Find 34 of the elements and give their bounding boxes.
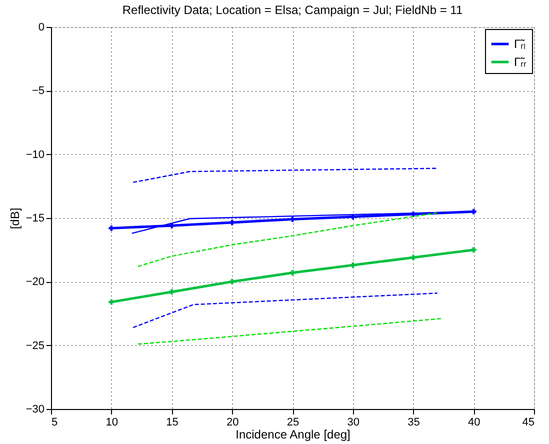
point <box>169 222 174 228</box>
x-tick-label: 25 <box>286 416 300 428</box>
y-tick-label: −25 <box>26 340 44 352</box>
point <box>108 225 114 231</box>
legend-label: Γ̃ᵣₗ <box>514 37 526 51</box>
point <box>229 278 235 284</box>
y-tick-label: 0 <box>38 22 44 34</box>
y-tick-label: −10 <box>26 148 44 161</box>
x-tick-label: 10 <box>106 416 118 428</box>
x-tick-label: 45 <box>522 416 534 428</box>
point <box>290 270 296 276</box>
x-tick-label: 35 <box>408 416 420 428</box>
x-tick-label: 30 <box>347 416 360 428</box>
line-series <box>137 212 438 267</box>
y-tick-label: −30 <box>26 404 44 416</box>
point <box>470 247 476 253</box>
point <box>290 216 296 222</box>
chart-title: Reflectivity Data; Location = Elsa; Campaign = Jul; FieldNb = 11 <box>122 3 463 17</box>
line-series <box>137 318 442 345</box>
x-tick-label: 15 <box>166 416 178 428</box>
point <box>229 220 235 226</box>
y-tick-label: −20 <box>26 276 44 288</box>
y-tick-label: −5 <box>32 85 44 98</box>
x-tick-label: 40 <box>468 416 480 428</box>
point <box>108 299 114 305</box>
y-axis-title: [dB] <box>8 208 22 230</box>
point <box>350 262 356 268</box>
point <box>169 289 174 295</box>
y-tick-label: −15 <box>26 212 44 224</box>
x-axis-title: Incidence Angle [deg] <box>236 428 350 442</box>
point <box>410 254 416 260</box>
legend-label: Γ̃ᵣᵣ <box>514 55 526 69</box>
x-tick-label: 20 <box>226 416 239 428</box>
x-tick-label: 5 <box>52 416 58 428</box>
